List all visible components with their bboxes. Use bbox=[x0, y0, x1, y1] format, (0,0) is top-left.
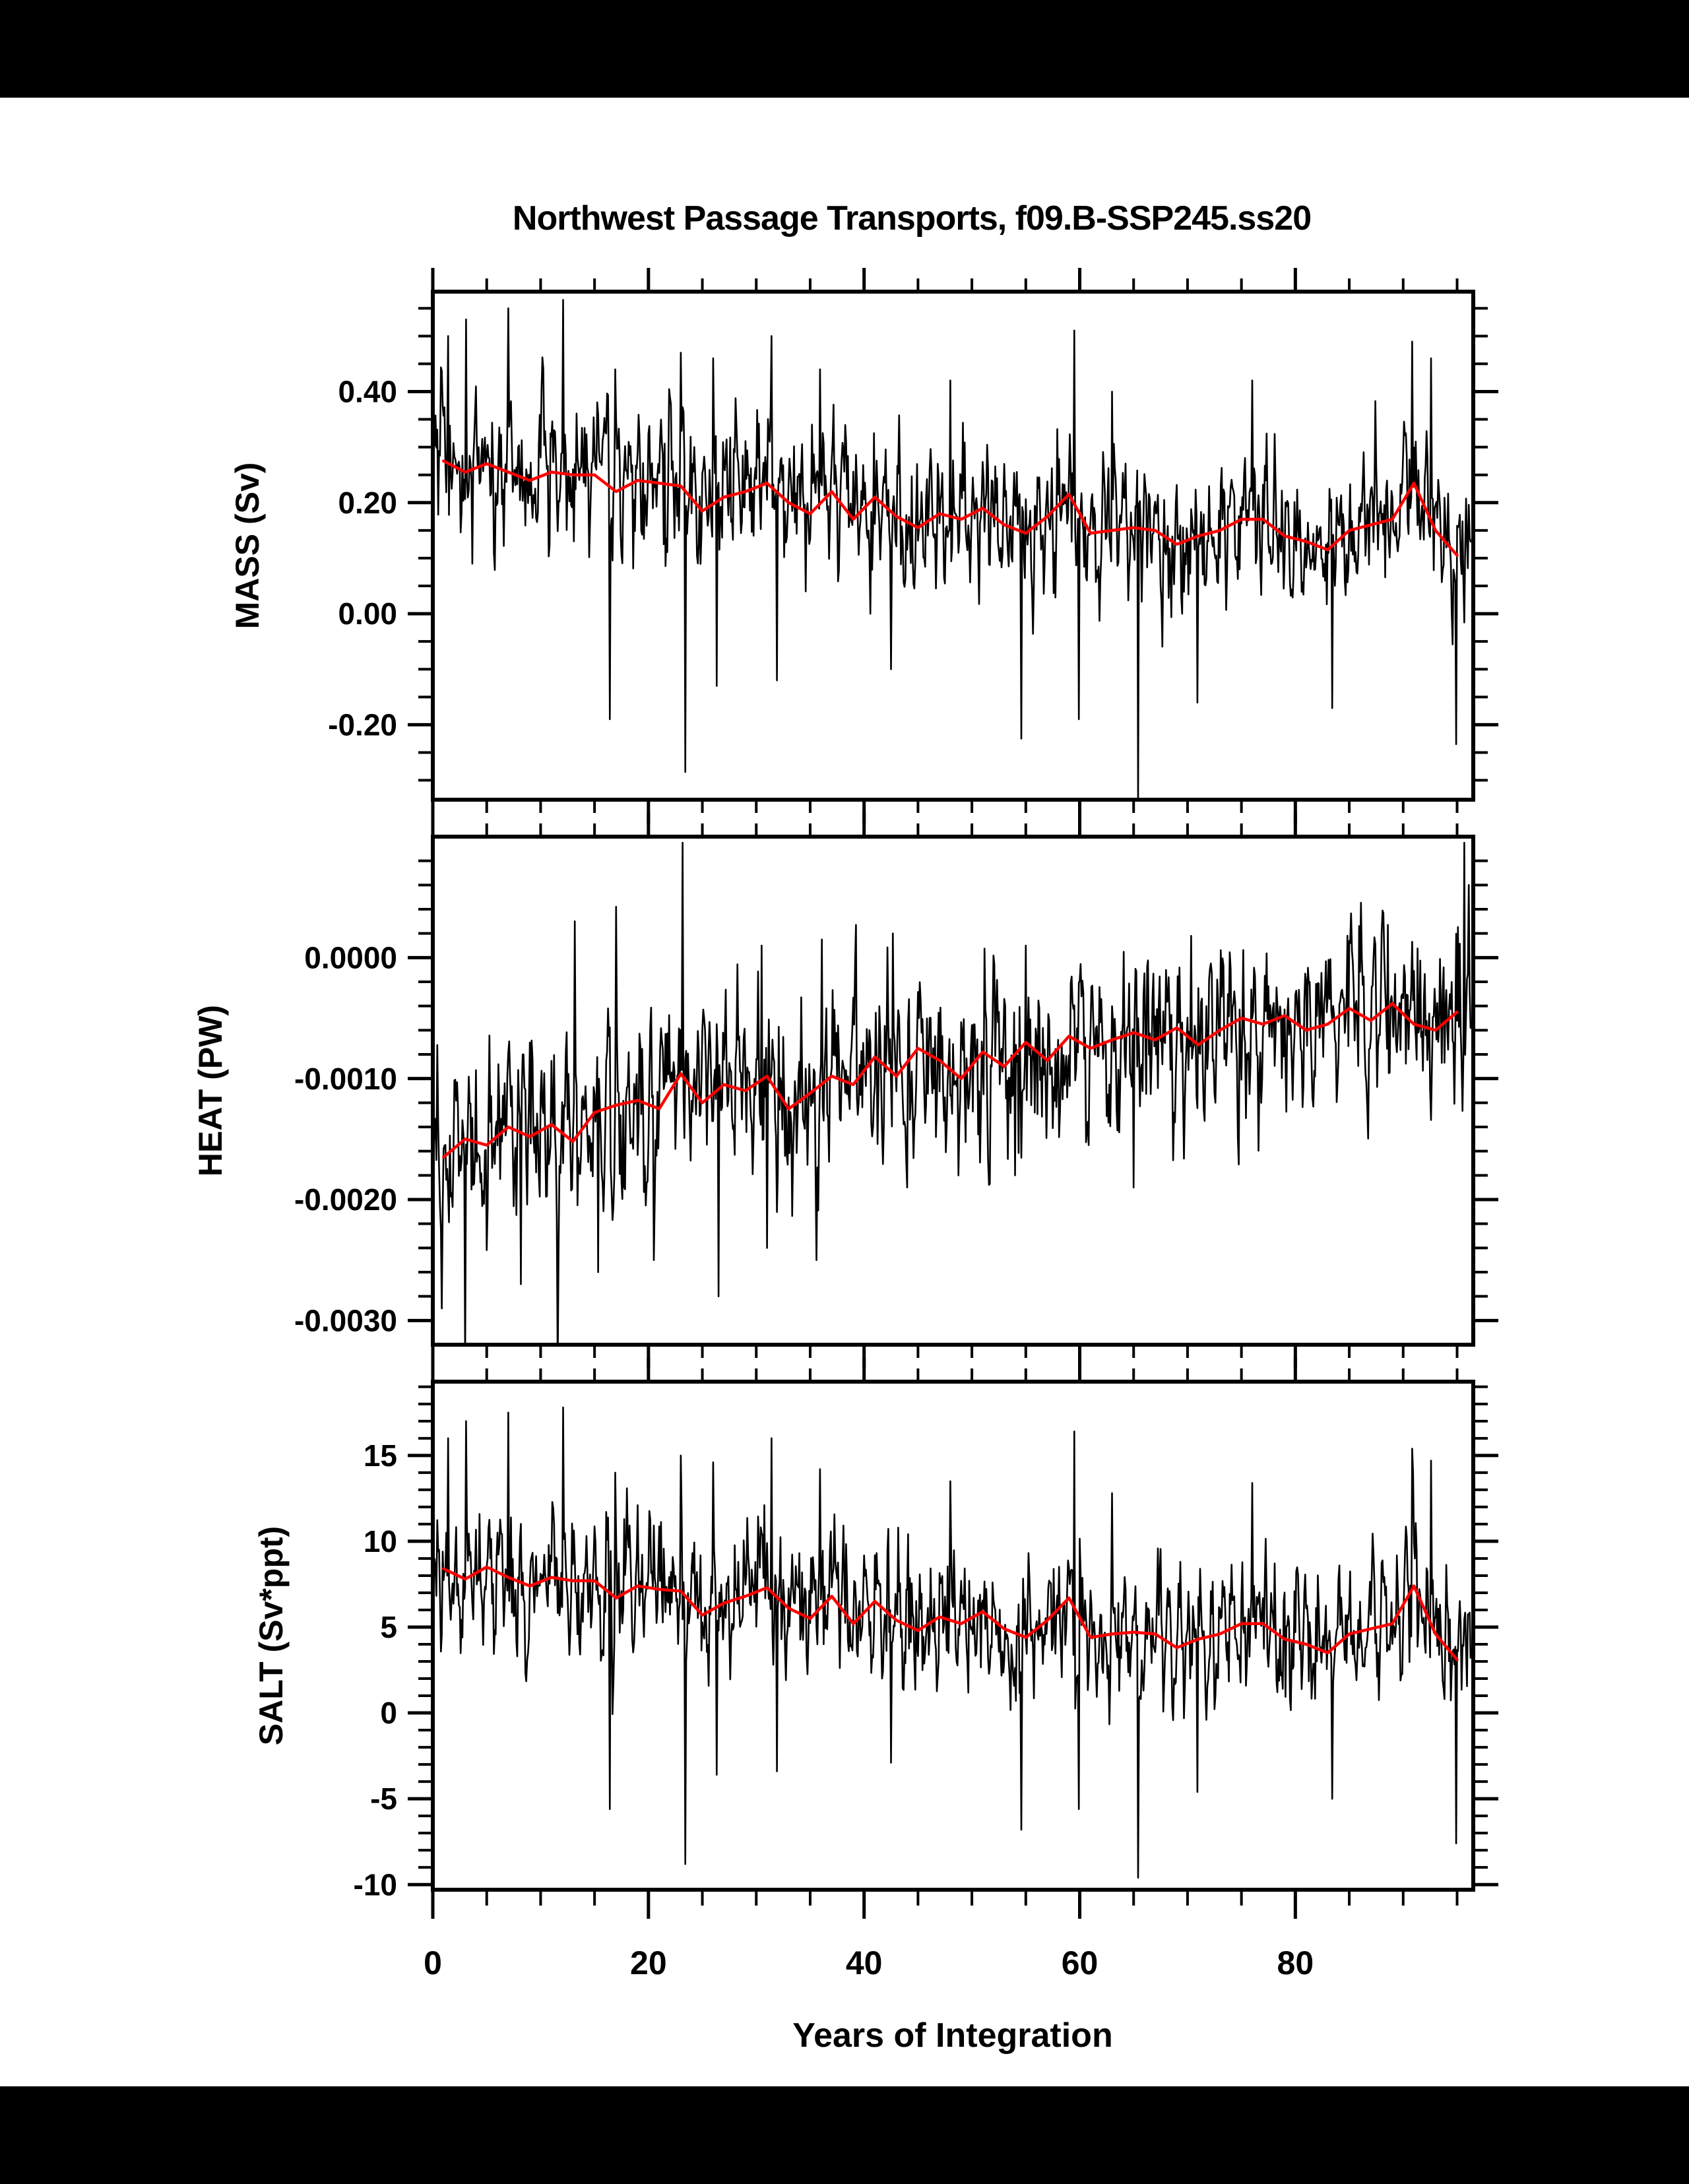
y-axis-label: MASS (Sv) bbox=[229, 463, 266, 629]
monthly-series-mass bbox=[434, 299, 1472, 798]
panel-frame bbox=[431, 290, 1475, 802]
y-tick-label: 5 bbox=[380, 1610, 397, 1644]
panel-frame bbox=[431, 835, 1475, 1347]
x-axis-label: Years of Integration bbox=[792, 2016, 1112, 2055]
y-tick-label: 15 bbox=[364, 1438, 397, 1473]
y-tick-label: -10 bbox=[354, 1867, 397, 1902]
y-tick-label: -5 bbox=[370, 1782, 397, 1816]
y-axis-label: HEAT (PW) bbox=[192, 1005, 229, 1176]
annual-mean-series-salt bbox=[442, 1565, 1459, 1661]
panel-salt: 15 10 5 0 -5 -10 SALT (Sv*ppt) bbox=[253, 1358, 1498, 1919]
y-tick-label: 10 bbox=[364, 1524, 397, 1558]
chart-title: Northwest Passage Transports, f09.B-SSP2… bbox=[513, 199, 1311, 238]
y-tick-label: -0.0020 bbox=[294, 1182, 397, 1217]
y-tick-label: 0 bbox=[380, 1696, 397, 1730]
y-tick-label: -0.0030 bbox=[294, 1303, 397, 1337]
panels-group: 0.40 0.20 0.00 -0.20 MASS (Sv) 0.0000 -0.0010 -… bbox=[192, 268, 1498, 1919]
panel-mass: 0.40 0.20 0.00 -0.20 MASS (Sv) bbox=[229, 268, 1498, 823]
x-axis-tick-labels: 0 20 40 60 80 bbox=[424, 1944, 1314, 1981]
monthly-series-salt bbox=[434, 1406, 1472, 1879]
y-tick-label: 0.20 bbox=[338, 486, 397, 520]
x-tick-label: 20 bbox=[630, 1944, 667, 1981]
y-tick-label: 0.00 bbox=[338, 596, 397, 631]
annual-mean-series-mass bbox=[442, 459, 1459, 557]
panel-heat: 0.0000 -0.0010 -0.0020 -0.0030 HEAT (PW) bbox=[192, 813, 1498, 1368]
monthly-series-heat bbox=[434, 841, 1472, 1343]
y-axis-label: SALT (Sv*ppt) bbox=[253, 1526, 290, 1745]
y-tick-label: -0.20 bbox=[328, 707, 397, 742]
y-tick-label: 0.0000 bbox=[304, 940, 397, 975]
panel-frame bbox=[431, 1380, 1475, 1892]
y-tick-label: 0.40 bbox=[338, 375, 397, 409]
y-tick-label: -0.0010 bbox=[294, 1062, 397, 1096]
x-tick-label: 40 bbox=[846, 1944, 883, 1981]
x-tick-label: 0 bbox=[424, 1944, 442, 1981]
annual-mean-series-heat bbox=[442, 1002, 1459, 1159]
x-tick-label: 80 bbox=[1277, 1944, 1314, 1981]
x-tick-label: 60 bbox=[1062, 1944, 1099, 1981]
